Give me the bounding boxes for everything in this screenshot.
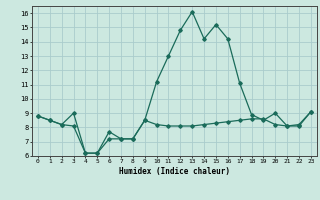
X-axis label: Humidex (Indice chaleur): Humidex (Indice chaleur) — [119, 167, 230, 176]
